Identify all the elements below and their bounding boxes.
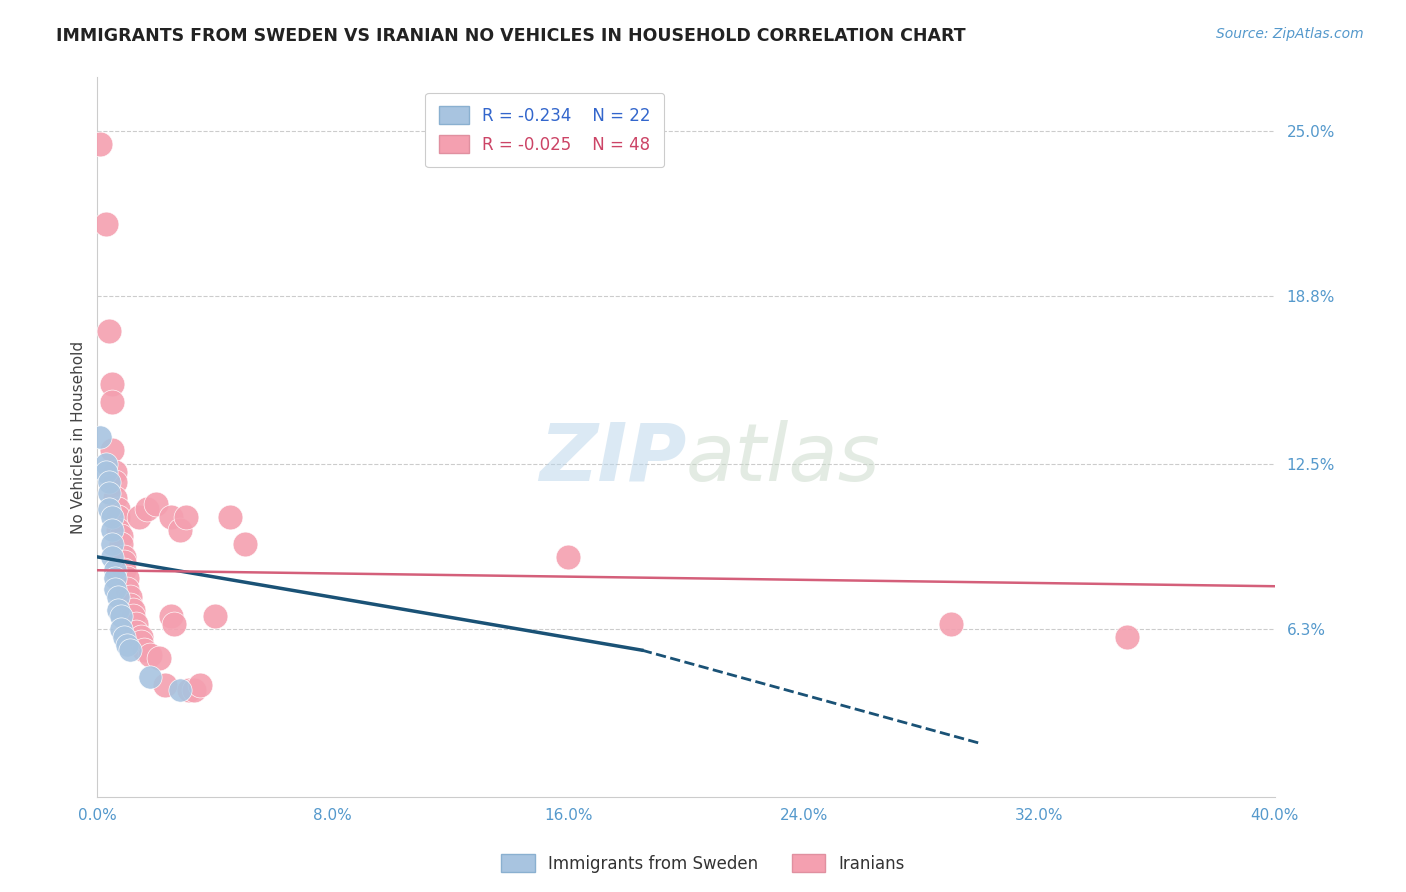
Point <box>153 678 176 692</box>
Point <box>104 563 127 577</box>
Point <box>139 648 162 663</box>
Point <box>101 376 124 391</box>
Point <box>145 497 167 511</box>
Point <box>131 635 153 649</box>
Point <box>101 443 124 458</box>
Point <box>96 465 118 479</box>
Text: IMMIGRANTS FROM SWEDEN VS IRANIAN NO VEHICLES IN HOUSEHOLD CORRELATION CHART: IMMIGRANTS FROM SWEDEN VS IRANIAN NO VEH… <box>56 27 966 45</box>
Legend: R = -0.234    N = 22, R = -0.025    N = 48: R = -0.234 N = 22, R = -0.025 N = 48 <box>426 93 664 167</box>
Point <box>183 683 205 698</box>
Point <box>124 624 146 639</box>
Point <box>101 549 124 564</box>
Point <box>89 136 111 151</box>
Point <box>107 603 129 617</box>
Point <box>163 616 186 631</box>
Point <box>112 563 135 577</box>
Point <box>101 395 124 409</box>
Point <box>98 502 121 516</box>
Point <box>104 491 127 506</box>
Point <box>101 536 124 550</box>
Point <box>115 638 138 652</box>
Point <box>124 616 146 631</box>
Point <box>96 217 118 231</box>
Point <box>110 622 132 636</box>
Point <box>107 502 129 516</box>
Point <box>110 528 132 542</box>
Point <box>115 571 138 585</box>
Point <box>148 651 170 665</box>
Point <box>98 486 121 500</box>
Point <box>104 582 127 596</box>
Point <box>121 608 143 623</box>
Point <box>115 582 138 596</box>
Point <box>101 510 124 524</box>
Point <box>1116 630 1139 644</box>
Point <box>174 510 197 524</box>
Point <box>118 598 141 612</box>
Point <box>131 630 153 644</box>
Point <box>107 510 129 524</box>
Point <box>160 510 183 524</box>
Point <box>118 643 141 657</box>
Point <box>96 457 118 471</box>
Point <box>160 608 183 623</box>
Text: Source: ZipAtlas.com: Source: ZipAtlas.com <box>1216 27 1364 41</box>
Point <box>112 555 135 569</box>
Y-axis label: No Vehicles in Household: No Vehicles in Household <box>72 341 86 533</box>
Point <box>107 590 129 604</box>
Point <box>136 502 159 516</box>
Point <box>218 510 240 524</box>
Point <box>89 430 111 444</box>
Text: atlas: atlas <box>686 419 880 498</box>
Text: ZIP: ZIP <box>538 419 686 498</box>
Legend: Immigrants from Sweden, Iranians: Immigrants from Sweden, Iranians <box>495 847 911 880</box>
Point <box>121 603 143 617</box>
Point <box>107 523 129 537</box>
Point <box>557 549 579 564</box>
Point <box>104 475 127 490</box>
Point <box>169 523 191 537</box>
Point <box>139 670 162 684</box>
Point <box>101 523 124 537</box>
Point <box>98 324 121 338</box>
Point <box>104 465 127 479</box>
Point <box>110 536 132 550</box>
Point <box>134 643 156 657</box>
Point <box>128 510 150 524</box>
Point <box>233 536 256 550</box>
Point <box>110 608 132 623</box>
Point <box>104 571 127 585</box>
Point <box>939 616 962 631</box>
Point <box>118 590 141 604</box>
Point <box>112 630 135 644</box>
Point <box>98 475 121 490</box>
Point <box>177 683 200 698</box>
Point <box>112 549 135 564</box>
Point <box>204 608 226 623</box>
Point <box>169 683 191 698</box>
Point <box>190 678 212 692</box>
